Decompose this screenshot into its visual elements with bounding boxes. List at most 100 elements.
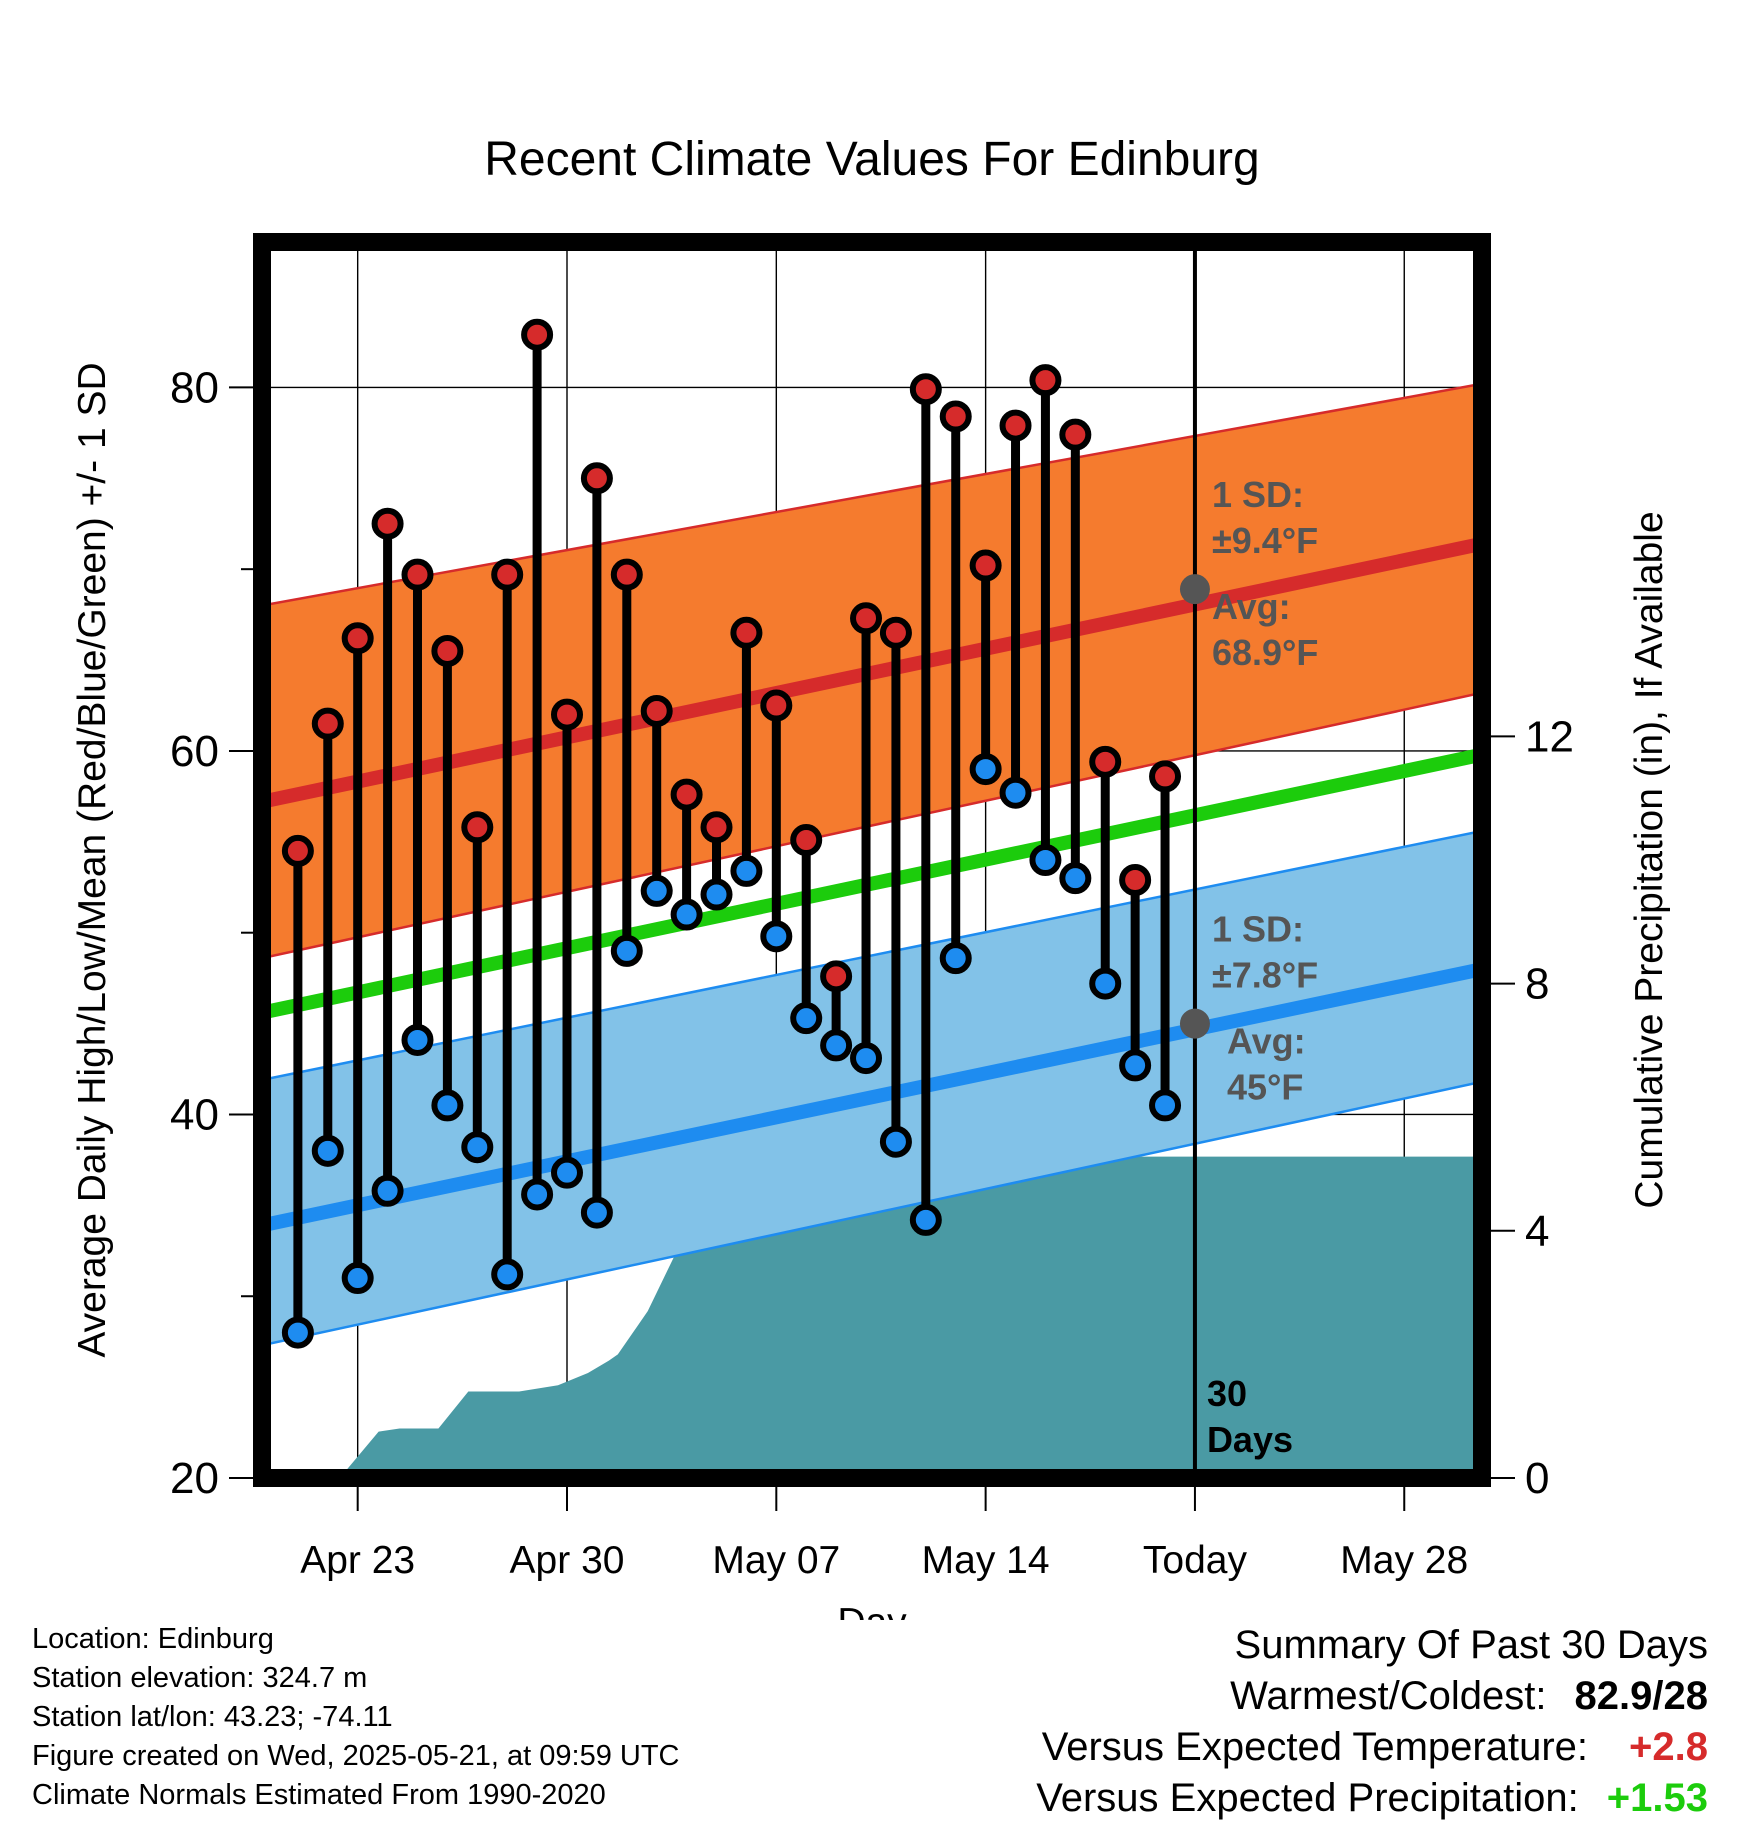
low-sd-annotation-line2: ±7.8°F xyxy=(1212,955,1318,996)
observed-low-20 xyxy=(879,1125,912,1158)
observed-high-28 xyxy=(1119,863,1152,896)
low-sd-band xyxy=(262,830,1482,1346)
observed-low-25 xyxy=(1029,844,1062,876)
created-text: Figure created on Wed, 2025-05-21, at 09… xyxy=(32,1740,680,1772)
observed-low-26 xyxy=(1059,862,1092,895)
low-sd-band-upper-edge xyxy=(262,829,1482,1082)
low-sd-band-lower-edge xyxy=(262,1080,1482,1347)
location-text: Location: Edinburg xyxy=(32,1623,274,1655)
observed-high-4 xyxy=(401,558,434,591)
x-axis-label: Day xyxy=(837,1601,907,1620)
observed-low-23 xyxy=(969,753,1002,786)
temp-label: Versus Expected Temperature: xyxy=(1041,1725,1588,1769)
climate-chart: 20 40 60 80 0 4 8 12 Apr 23 Apr 30 May 07 May 14 Tod… xyxy=(71,133,1671,1620)
observed-high-9 xyxy=(551,698,583,731)
x-tick-label-2: May 07 xyxy=(712,1539,840,1582)
precip-label: Versus Expected Precipitation: xyxy=(1036,1776,1579,1820)
observed-low-4 xyxy=(401,1023,434,1056)
observed-high-3 xyxy=(371,507,404,540)
plot-area xyxy=(262,242,1482,1478)
observed-high-11 xyxy=(610,558,643,591)
observed-low-12 xyxy=(640,874,673,907)
observed-high-5 xyxy=(431,634,464,667)
observed-low-7 xyxy=(491,1258,524,1291)
observed-high-27 xyxy=(1089,745,1122,778)
low-avg-annotation-line1: Avg: xyxy=(1227,1021,1306,1062)
observed-low-10 xyxy=(580,1196,613,1229)
observed-low-18 xyxy=(820,1029,853,1062)
summary-heading-text: Summary Of Past 30 Days xyxy=(1234,1623,1708,1667)
y-right-tick-label-0: 0 xyxy=(1525,1454,1549,1503)
observed-high-16 xyxy=(760,689,793,722)
temp-value: +2.8 xyxy=(1629,1725,1708,1769)
y-left-tick-label-3: 80 xyxy=(170,363,219,412)
x-tick-label-5: May 28 xyxy=(1340,1539,1468,1582)
observed-low-22 xyxy=(939,942,972,975)
y-right-tick-label-2: 8 xyxy=(1525,960,1549,1009)
observed-low-27 xyxy=(1089,967,1122,1000)
observed-low-11 xyxy=(610,934,643,967)
observed-high-15 xyxy=(730,616,763,649)
x-tick-label-4: Today xyxy=(1143,1539,1248,1582)
observed-high-7 xyxy=(491,558,524,591)
observed-high-18 xyxy=(820,960,853,993)
y-right-tick-label-3: 12 xyxy=(1525,712,1574,761)
x-tick-label-1: Apr 30 xyxy=(510,1539,625,1582)
x-tick-label-3: May 14 xyxy=(922,1539,1050,1582)
observed-low-2 xyxy=(341,1262,374,1295)
observed-high-23 xyxy=(969,549,1002,582)
observed-high-6 xyxy=(461,811,494,844)
today-low-avg-marker xyxy=(1179,1008,1210,1039)
warm-cold-value: 82.9/28 xyxy=(1574,1674,1708,1718)
observed-low-15 xyxy=(730,854,763,887)
observed-high-19 xyxy=(850,602,883,635)
low-sd-annotation-line1: 1 SD: xyxy=(1212,909,1304,950)
observed-high-12 xyxy=(640,694,673,727)
observed-low-24 xyxy=(999,776,1032,809)
y-left-tick-label-2: 60 xyxy=(170,727,219,776)
summary-precip: Versus Expected Precipitation: +1.53 xyxy=(1036,1773,1708,1824)
observed-low-6 xyxy=(461,1131,494,1164)
normals-text: Climate Normals Estimated From 1990-2020 xyxy=(32,1779,606,1811)
observed-low-3 xyxy=(371,1174,404,1207)
y-left-tick-label-0: 20 xyxy=(170,1454,219,1503)
today-label-line2: Days xyxy=(1207,1419,1293,1460)
warm-cold-label: Warmest/Coldest: xyxy=(1230,1674,1547,1718)
observed-low-29 xyxy=(1149,1089,1182,1122)
high-avg-line xyxy=(262,536,1482,809)
observed-low-13 xyxy=(670,898,703,931)
observed-low-9 xyxy=(551,1156,583,1189)
observed-low-8 xyxy=(521,1178,554,1211)
today-high-avg-marker xyxy=(1179,574,1210,605)
high-sd-band-lower-edge xyxy=(262,691,1482,960)
observed-low-0 xyxy=(281,1316,314,1349)
observed-high-24 xyxy=(999,409,1032,442)
elevation-text: Station elevation: 324.7 m xyxy=(32,1662,368,1694)
observed-high-26 xyxy=(1059,418,1092,451)
observed-high-1 xyxy=(311,707,344,740)
x-tick-label-0: Apr 23 xyxy=(300,1539,415,1582)
high-sd-band-upper-edge xyxy=(262,382,1482,607)
precip-value: +1.53 xyxy=(1606,1776,1708,1820)
observed-low-16 xyxy=(760,920,793,953)
observed-high-2 xyxy=(341,622,374,655)
observed-high-0 xyxy=(281,834,314,867)
observed-high-29 xyxy=(1149,760,1182,793)
y-left-tick-label-1: 40 xyxy=(170,1090,219,1139)
observed-low-1 xyxy=(311,1134,344,1167)
precipitation-area xyxy=(262,1156,1482,1478)
observed-high-10 xyxy=(580,462,613,495)
high-sd-annotation-line2: ±9.4°F xyxy=(1212,520,1318,561)
high-avg-annotation-line1: Avg: xyxy=(1212,586,1291,627)
observed-low-5 xyxy=(431,1089,464,1122)
observed-high-20 xyxy=(879,616,912,649)
low-avg-line xyxy=(262,962,1482,1233)
summary-heading: Summary Of Past 30 Days xyxy=(1036,1620,1708,1671)
today-label-line1: 30 xyxy=(1207,1373,1247,1414)
observed-high-17 xyxy=(790,824,823,857)
observed-low-17 xyxy=(790,1002,823,1035)
observed-low-21 xyxy=(909,1203,942,1236)
observed-low-14 xyxy=(700,878,733,911)
station-info: Location: Edinburg Station elevation: 32… xyxy=(32,1620,680,1815)
y-right-tick-label-1: 4 xyxy=(1525,1207,1549,1256)
